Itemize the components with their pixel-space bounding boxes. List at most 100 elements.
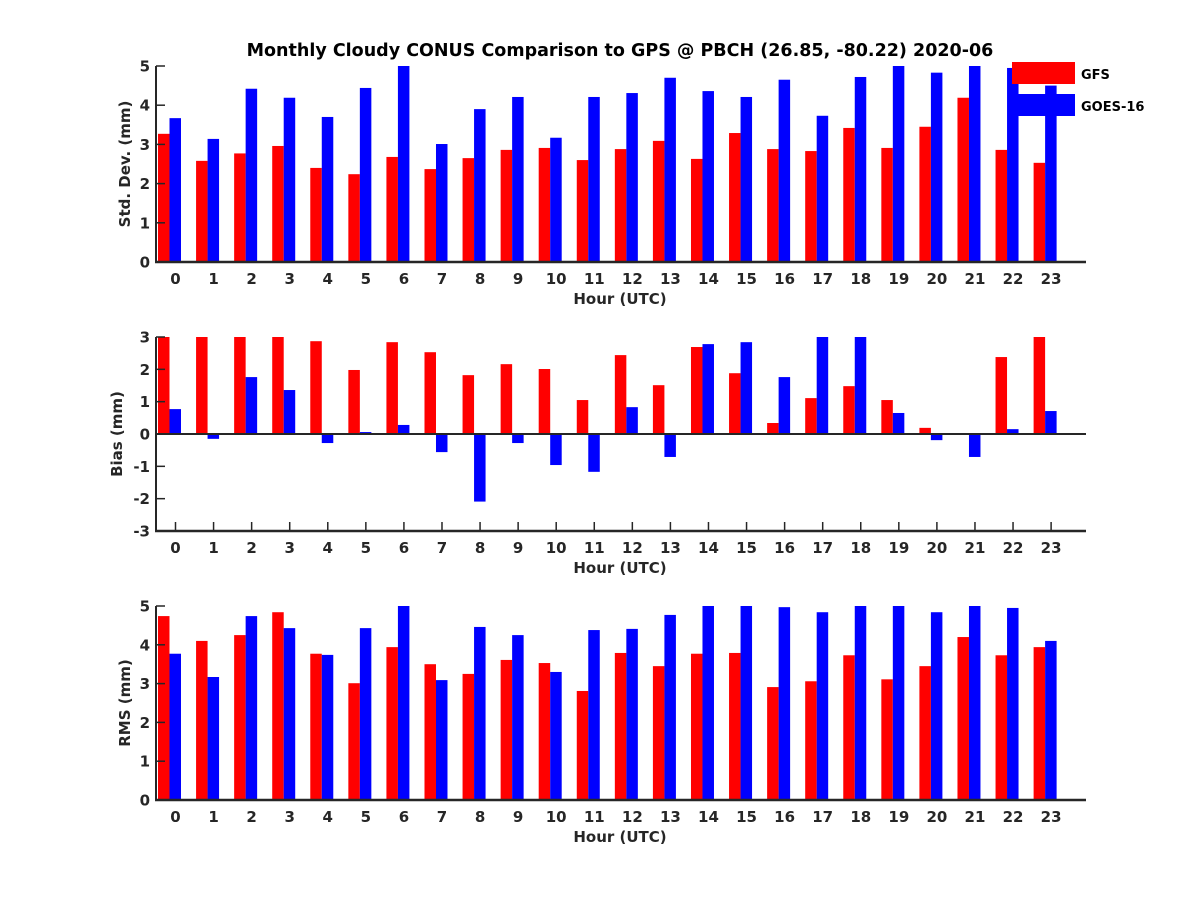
x-tick-label: 5 <box>361 539 371 557</box>
bar-gfs-20 <box>919 126 931 262</box>
bar-goes16-23 <box>1045 85 1057 262</box>
bar-gfs-19 <box>881 400 893 434</box>
bar-goes16-21 <box>968 66 981 262</box>
bar-gfs-8 <box>462 673 475 800</box>
bar-goes16-12 <box>626 628 638 800</box>
bar-goes16-0 <box>169 409 181 434</box>
x-tick-label: 18 <box>850 808 871 826</box>
bar-goes16-15 <box>740 606 753 800</box>
x-tick-label: 5 <box>361 270 371 288</box>
x-tick-label: 23 <box>1041 270 1062 288</box>
bar-goes16-11 <box>588 96 600 262</box>
bar-goes16-21 <box>968 606 981 800</box>
x-tick-label: 4 <box>323 539 333 557</box>
bar-goes16-18 <box>854 337 867 434</box>
bar-gfs-13 <box>652 666 665 800</box>
bar-gfs-7 <box>424 664 436 800</box>
bar-gfs-16 <box>767 423 779 434</box>
bar-gfs-0 <box>158 337 170 434</box>
x-tick-label: 0 <box>170 539 180 557</box>
bar-gfs-3 <box>272 337 284 434</box>
bar-goes16-7 <box>435 434 448 453</box>
x-tick-label: 6 <box>399 270 409 288</box>
y-tick-label: 3 <box>140 329 150 347</box>
bar-gfs-17 <box>805 398 817 434</box>
x-tick-label: 8 <box>475 539 485 557</box>
x-tick-label: 9 <box>513 539 523 557</box>
x-tick-label: 8 <box>475 808 485 826</box>
bar-goes16-22 <box>1007 607 1019 800</box>
y-tick-label: 5 <box>140 58 150 76</box>
bar-goes16-12 <box>626 93 638 262</box>
bar-goes16-23 <box>1045 411 1057 434</box>
y-tick-label: 1 <box>140 214 150 232</box>
chart-title: Monthly Cloudy CONUS Comparison to GPS @… <box>247 41 994 61</box>
bar-gfs-23 <box>1033 162 1046 262</box>
x-tick-label: 14 <box>698 808 719 826</box>
bar-gfs-11 <box>576 160 589 262</box>
x-tick-label: 12 <box>622 539 643 557</box>
bar-goes16-22 <box>1007 429 1019 434</box>
y-tick-label: 5 <box>140 598 150 616</box>
bar-goes16-8 <box>474 626 486 800</box>
bar-gfs-2 <box>234 153 246 262</box>
y-axis-label: Bias (mm) <box>108 391 126 477</box>
legend-label-goes16: GOES-16 <box>1081 100 1144 115</box>
x-tick-label: 21 <box>965 808 986 826</box>
y-tick-label: -3 <box>133 523 150 541</box>
bar-gfs-4 <box>310 341 322 434</box>
bar-goes16-9 <box>512 434 524 444</box>
y-tick-label: 2 <box>140 175 150 193</box>
bar-goes16-16 <box>778 79 791 262</box>
bar-goes16-1 <box>207 677 220 800</box>
bar-gfs-14 <box>690 347 703 434</box>
bar-goes16-1 <box>207 138 220 262</box>
bar-gfs-4 <box>310 653 322 800</box>
bar-gfs-18 <box>843 127 855 262</box>
x-tick-label: 0 <box>170 808 180 826</box>
y-tick-label: -2 <box>133 490 150 508</box>
x-tick-label: 14 <box>698 539 719 557</box>
x-tick-label: 13 <box>660 539 681 557</box>
bar-gfs-0 <box>158 133 170 262</box>
bar-gfs-8 <box>462 375 475 434</box>
bar-goes16-10 <box>550 137 562 262</box>
x-axis-label: Hour (UTC) <box>573 828 666 846</box>
bar-goes16-3 <box>283 97 296 262</box>
bar-gfs-8 <box>462 158 475 262</box>
x-tick-label: 1 <box>208 808 218 826</box>
x-tick-label: 12 <box>622 808 643 826</box>
bar-gfs-10 <box>538 369 551 434</box>
y-tick-label: 3 <box>140 675 150 693</box>
bar-gfs-12 <box>614 652 627 800</box>
y-tick-label: 0 <box>140 254 150 272</box>
bar-goes16-2 <box>245 616 258 800</box>
bar-gfs-23 <box>1033 647 1046 800</box>
x-tick-label: 13 <box>660 808 681 826</box>
bar-gfs-7 <box>424 169 436 262</box>
bar-goes16-13 <box>664 434 676 457</box>
bar-goes16-15 <box>740 96 753 262</box>
bar-goes16-16 <box>778 607 791 800</box>
bars <box>158 66 1057 262</box>
x-tick-label: 8 <box>475 270 485 288</box>
bar-goes16-9 <box>512 635 524 800</box>
bar-gfs-19 <box>881 679 893 800</box>
x-tick-label: 23 <box>1041 539 1062 557</box>
bar-gfs-2 <box>234 635 246 800</box>
x-tick-label: 21 <box>965 270 986 288</box>
bar-gfs-22 <box>995 149 1008 262</box>
y-tick-label: 0 <box>140 792 150 810</box>
bar-goes16-4 <box>321 434 334 444</box>
x-tick-label: 20 <box>926 808 947 826</box>
y-tick-label: 2 <box>140 714 150 732</box>
x-tick-label: 17 <box>812 808 833 826</box>
bar-goes16-8 <box>474 109 486 262</box>
bar-goes16-3 <box>283 628 296 800</box>
bar-gfs-20 <box>919 666 931 800</box>
bar-goes16-17 <box>816 337 829 434</box>
